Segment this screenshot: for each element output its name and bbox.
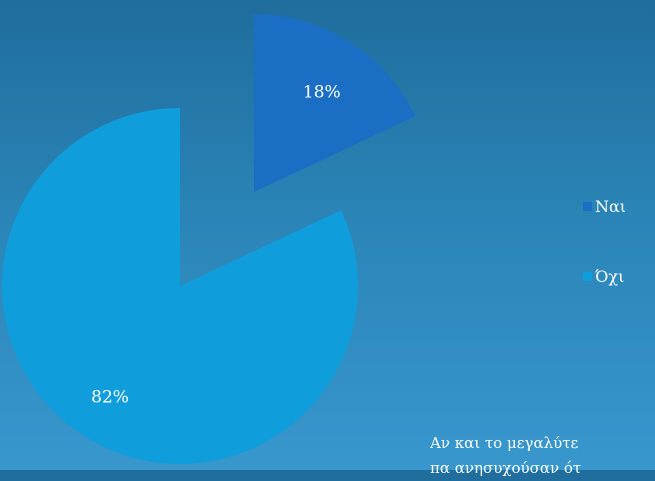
- pie-slice-nai: [254, 14, 416, 192]
- pie-slice-ochi: [1, 108, 358, 464]
- data-label-nai: 18%: [303, 82, 341, 102]
- chart-legend: Ναι Όχι: [583, 195, 626, 335]
- caption-line-1: Αν και το μεγαλύτε: [430, 434, 579, 452]
- legend-swatch-nai: [583, 201, 592, 211]
- pie-chart: 18% 82%: [1, 14, 416, 464]
- legend-item-ochi: Όχι: [583, 265, 626, 287]
- legend-label-ochi: Όχι: [595, 266, 625, 286]
- caption-line-2: πα ανησυχούσαν ότ: [430, 459, 582, 477]
- legend-swatch-ochi: [583, 271, 592, 281]
- data-label-ochi: 82%: [91, 387, 129, 407]
- legend-item-nai: Ναι: [583, 195, 626, 217]
- caption-text: Αν και το μεγαλύτε πα ανησυχούσαν ότ: [430, 431, 655, 481]
- legend-label-nai: Ναι: [595, 196, 627, 216]
